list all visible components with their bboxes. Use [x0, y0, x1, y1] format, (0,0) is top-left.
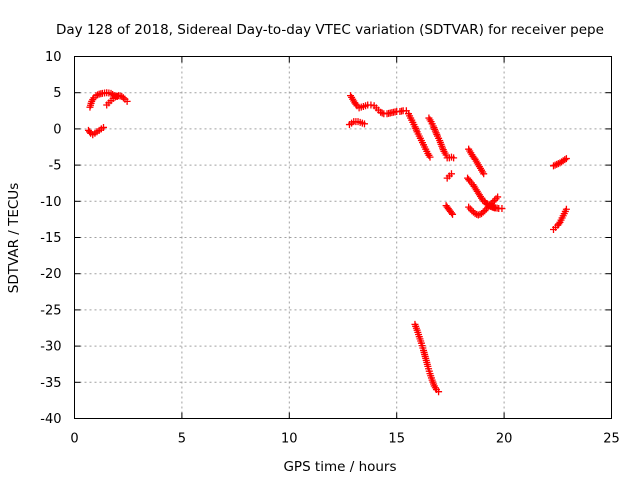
- data-point: [450, 154, 458, 162]
- data-point: [498, 205, 506, 213]
- y-tick-label: -20: [40, 267, 61, 282]
- data-point: [447, 170, 455, 178]
- data-point: [360, 120, 368, 128]
- data-point: [474, 211, 482, 219]
- y-tick-label: -25: [40, 303, 61, 318]
- data-point: [490, 204, 498, 212]
- data-point: [553, 160, 561, 168]
- data-point: [551, 161, 559, 169]
- data-point: [447, 209, 455, 217]
- chart-title: Day 128 of 2018, Sidereal Day-to-day VTE…: [56, 22, 604, 38]
- data-point: [480, 170, 488, 178]
- data-point: [487, 202, 495, 210]
- data-point: [489, 203, 497, 211]
- data-point: [92, 92, 100, 100]
- x-tick-label: 5: [178, 432, 186, 447]
- data-point: [561, 156, 569, 164]
- y-axis-title: SDTVAR / TECUs: [6, 183, 22, 293]
- x-tick-label: 20: [496, 432, 513, 447]
- data-points: [84, 89, 570, 396]
- data-point: [367, 101, 375, 109]
- y-tick-label: -15: [40, 231, 61, 246]
- y-tick-label: -35: [40, 376, 61, 391]
- y-tick-label: 5: [53, 86, 61, 101]
- data-point: [555, 220, 563, 228]
- y-tick-label: -10: [40, 195, 61, 210]
- x-tick-label: 0: [70, 432, 78, 447]
- y-tick-label: -40: [40, 412, 61, 427]
- data-point: [449, 210, 457, 218]
- data-point: [94, 91, 102, 99]
- x-tick-label: 15: [388, 432, 405, 447]
- data-point: [562, 205, 570, 213]
- x-tick-label: 10: [281, 432, 298, 447]
- data-point: [426, 153, 434, 161]
- data-point: [352, 100, 360, 108]
- data-point: [550, 162, 558, 170]
- y-tick-label: 10: [45, 50, 62, 65]
- data-point: [119, 94, 127, 102]
- data-point: [99, 123, 107, 131]
- y-tick-label: -30: [40, 340, 61, 355]
- data-point: [494, 193, 502, 201]
- data-point: [123, 97, 131, 105]
- data-point: [378, 109, 386, 117]
- data-point: [435, 388, 443, 396]
- data-point: [562, 155, 570, 163]
- x-axis: 0 5 10 15 20 25: [70, 56, 620, 447]
- data-point: [377, 108, 385, 116]
- y-tick-label: -5: [49, 159, 62, 174]
- y-axis: 10 5 0 -5 -10 -15 -20 -25 -30 -35 -40: [40, 50, 612, 427]
- data-point: [479, 208, 487, 216]
- data-point: [111, 93, 119, 101]
- data-point: [471, 210, 479, 218]
- x-axis-title: GPS time / hours: [283, 459, 396, 475]
- grid-lines: [74, 56, 612, 419]
- x-tick-label: 25: [603, 432, 620, 447]
- y-tick-label: 0: [53, 122, 61, 137]
